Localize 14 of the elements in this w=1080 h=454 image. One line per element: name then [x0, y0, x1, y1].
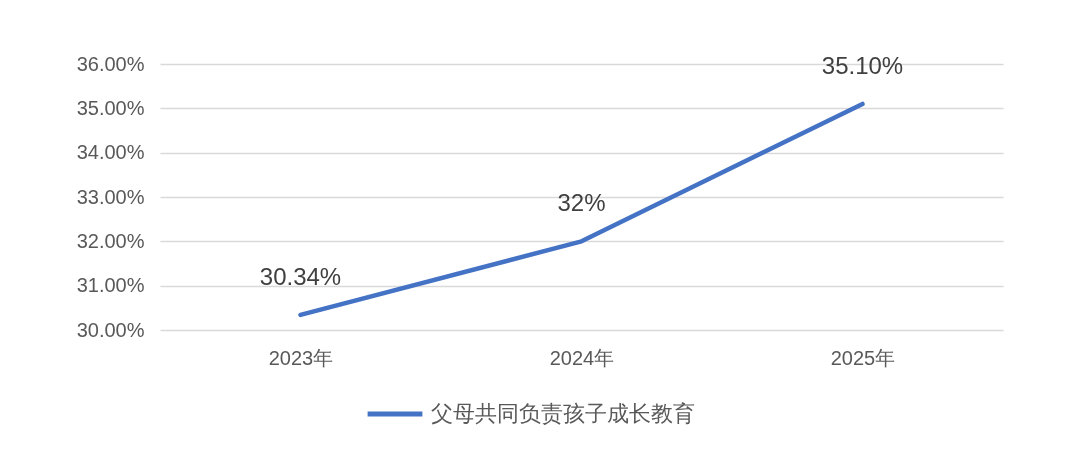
y-tick-label: 35.00% [76, 96, 145, 119]
y-tick-label: 33.00% [76, 185, 145, 208]
y-tick-label: 30.00% [76, 318, 145, 341]
y-tick-label: 34.00% [76, 141, 145, 164]
x-tick-label: 2023年 [268, 346, 334, 369]
x-tick-label: 2024年 [549, 346, 615, 369]
x-tick-label: 2025年 [830, 346, 896, 369]
y-tick-label: 32.00% [76, 229, 145, 252]
data-label: 35.10% [821, 51, 904, 79]
y-tick-label: 31.00% [76, 274, 145, 297]
data-label: 32% [557, 189, 606, 217]
legend-label: 父母共同负责孩子成长教育 [431, 401, 695, 426]
y-tick-label: 36.00% [76, 52, 145, 75]
data-label: 30.34% [259, 262, 342, 290]
